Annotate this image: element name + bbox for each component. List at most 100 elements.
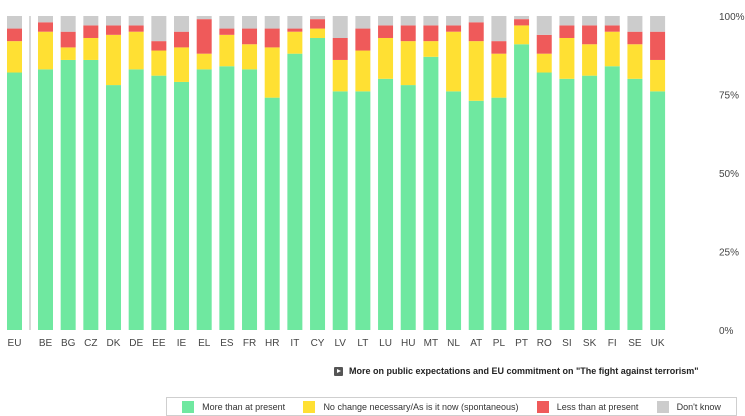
bar-segment-ee-3 — [151, 16, 167, 42]
x-tick-label: CY — [311, 338, 325, 349]
x-tick-label: DE — [129, 338, 143, 349]
bar-segment-nl-0 — [446, 91, 462, 330]
bar-segment-lu-2 — [378, 25, 394, 38]
more-info-link[interactable]: More on public expectations and EU commi… — [334, 366, 699, 376]
x-tick-label: PT — [515, 338, 528, 349]
bar-segment-ie-2 — [174, 31, 190, 48]
x-tick-label: IT — [290, 338, 299, 349]
bar-segment-pt-3 — [514, 16, 530, 20]
bar-segment-se-0 — [627, 78, 643, 330]
bar-segment-cz-3 — [83, 16, 99, 26]
bar-segment-fi-0 — [604, 66, 620, 331]
legend-item-less: Less than at present — [536, 400, 639, 413]
x-tick-label: PL — [493, 338, 506, 349]
bar-segment-bg-3 — [60, 16, 76, 32]
bar-segment-ro-3 — [536, 16, 552, 35]
bar-segment-bg-2 — [60, 31, 76, 48]
bar-segment-eu-0 — [7, 72, 22, 331]
x-tick-label: SK — [583, 338, 597, 349]
bar-segment-ie-3 — [174, 16, 190, 32]
bar-segment-lu-3 — [378, 16, 394, 26]
legend-swatch-no-change — [303, 400, 316, 413]
bar-segment-be-0 — [38, 69, 53, 330]
bar-segment-de-2 — [128, 25, 144, 32]
bar-segment-uk-0 — [650, 91, 666, 330]
legend-label-more: More than at present — [202, 401, 286, 412]
bar-segment-cy-3 — [310, 16, 326, 20]
bar-segment-bg-1 — [60, 47, 76, 60]
bar-segment-eu-3 — [7, 16, 22, 29]
bar-segment-de-3 — [128, 16, 144, 26]
x-tick-label: EL — [198, 338, 211, 349]
bar-segment-fr-2 — [242, 28, 258, 45]
bar-segment-dk-0 — [106, 85, 122, 330]
bar-segment-at-1 — [468, 41, 484, 101]
bar-segment-cz-2 — [83, 25, 99, 38]
bar-segment-ro-1 — [536, 53, 552, 73]
x-tick-label: FR — [243, 338, 256, 349]
x-tick-label: LT — [357, 338, 368, 349]
y-tick-label: 100% — [719, 12, 745, 23]
bar-segment-hu-2 — [400, 25, 416, 42]
bar-segment-dk-2 — [106, 25, 122, 35]
bar-segment-mt-0 — [423, 56, 439, 330]
bar-segment-it-3 — [287, 16, 303, 29]
bar-segment-lt-0 — [355, 91, 371, 330]
legend-label-less: Less than at present — [556, 401, 639, 412]
bar-segment-pt-0 — [514, 44, 530, 330]
bar-segment-el-0 — [196, 69, 212, 330]
bar-segment-it-1 — [287, 31, 303, 54]
bar-segment-el-2 — [196, 19, 212, 54]
bar-segment-cy-2 — [310, 19, 326, 29]
bar-segment-it-0 — [287, 53, 303, 331]
legend-label-dont-know: Don't know — [676, 401, 721, 412]
bar-segment-fi-3 — [604, 16, 620, 26]
bar-segment-ee-0 — [151, 75, 167, 330]
bar-segment-nl-1 — [446, 31, 462, 92]
x-tick-label: SE — [628, 338, 642, 349]
bar-segment-cz-1 — [83, 37, 99, 60]
bar-segment-hr-3 — [264, 16, 280, 29]
legend-swatch-less — [536, 400, 549, 413]
bar-segment-lt-2 — [355, 28, 371, 51]
bar-segment-cy-0 — [310, 37, 326, 330]
bar-segment-nl-3 — [446, 16, 462, 26]
bar-segment-pt-2 — [514, 19, 530, 26]
bar-segment-lv-3 — [332, 16, 348, 38]
bar-segment-de-1 — [128, 31, 144, 70]
x-tick-label: DK — [107, 338, 121, 349]
y-tick-label: 50% — [719, 169, 739, 180]
bar-segment-pl-3 — [491, 16, 507, 42]
y-tick-label: 75% — [719, 91, 739, 102]
x-tick-label: SI — [562, 338, 571, 349]
bar-segment-hu-0 — [400, 85, 416, 330]
x-tick-label: UK — [651, 338, 665, 349]
bar-segment-hr-1 — [264, 47, 280, 98]
x-tick-label: NL — [447, 338, 460, 349]
bar-segment-lv-0 — [332, 91, 348, 330]
bar-segment-mt-2 — [423, 25, 439, 42]
bar-segment-fr-1 — [242, 44, 258, 70]
bar-segment-at-3 — [468, 16, 484, 23]
bar-segment-fi-1 — [604, 31, 620, 67]
bar-segment-nl-2 — [446, 25, 462, 32]
bar-segment-uk-3 — [650, 16, 666, 32]
legend-item-dont-know: Don't know — [656, 400, 721, 413]
bar-segment-cy-1 — [310, 28, 326, 38]
x-tick-label: EU — [8, 338, 22, 349]
bar-segment-fr-3 — [242, 16, 258, 29]
bar-segment-be-2 — [38, 22, 53, 32]
bar-segment-dk-1 — [106, 34, 122, 86]
x-tick-label: LU — [379, 338, 392, 349]
bar-segment-mt-1 — [423, 41, 439, 57]
bar-segment-eu-1 — [7, 41, 22, 73]
bar-segment-hu-3 — [400, 16, 416, 26]
bar-segment-at-0 — [468, 100, 484, 330]
bar-segment-hu-1 — [400, 41, 416, 86]
x-tick-label: BG — [61, 338, 76, 349]
bar-segment-de-0 — [128, 69, 144, 330]
bar-segment-it-2 — [287, 28, 303, 32]
x-tick-label: BE — [39, 338, 53, 349]
legend-swatch-dont-know — [656, 400, 669, 413]
x-tick-label: IE — [177, 338, 187, 349]
